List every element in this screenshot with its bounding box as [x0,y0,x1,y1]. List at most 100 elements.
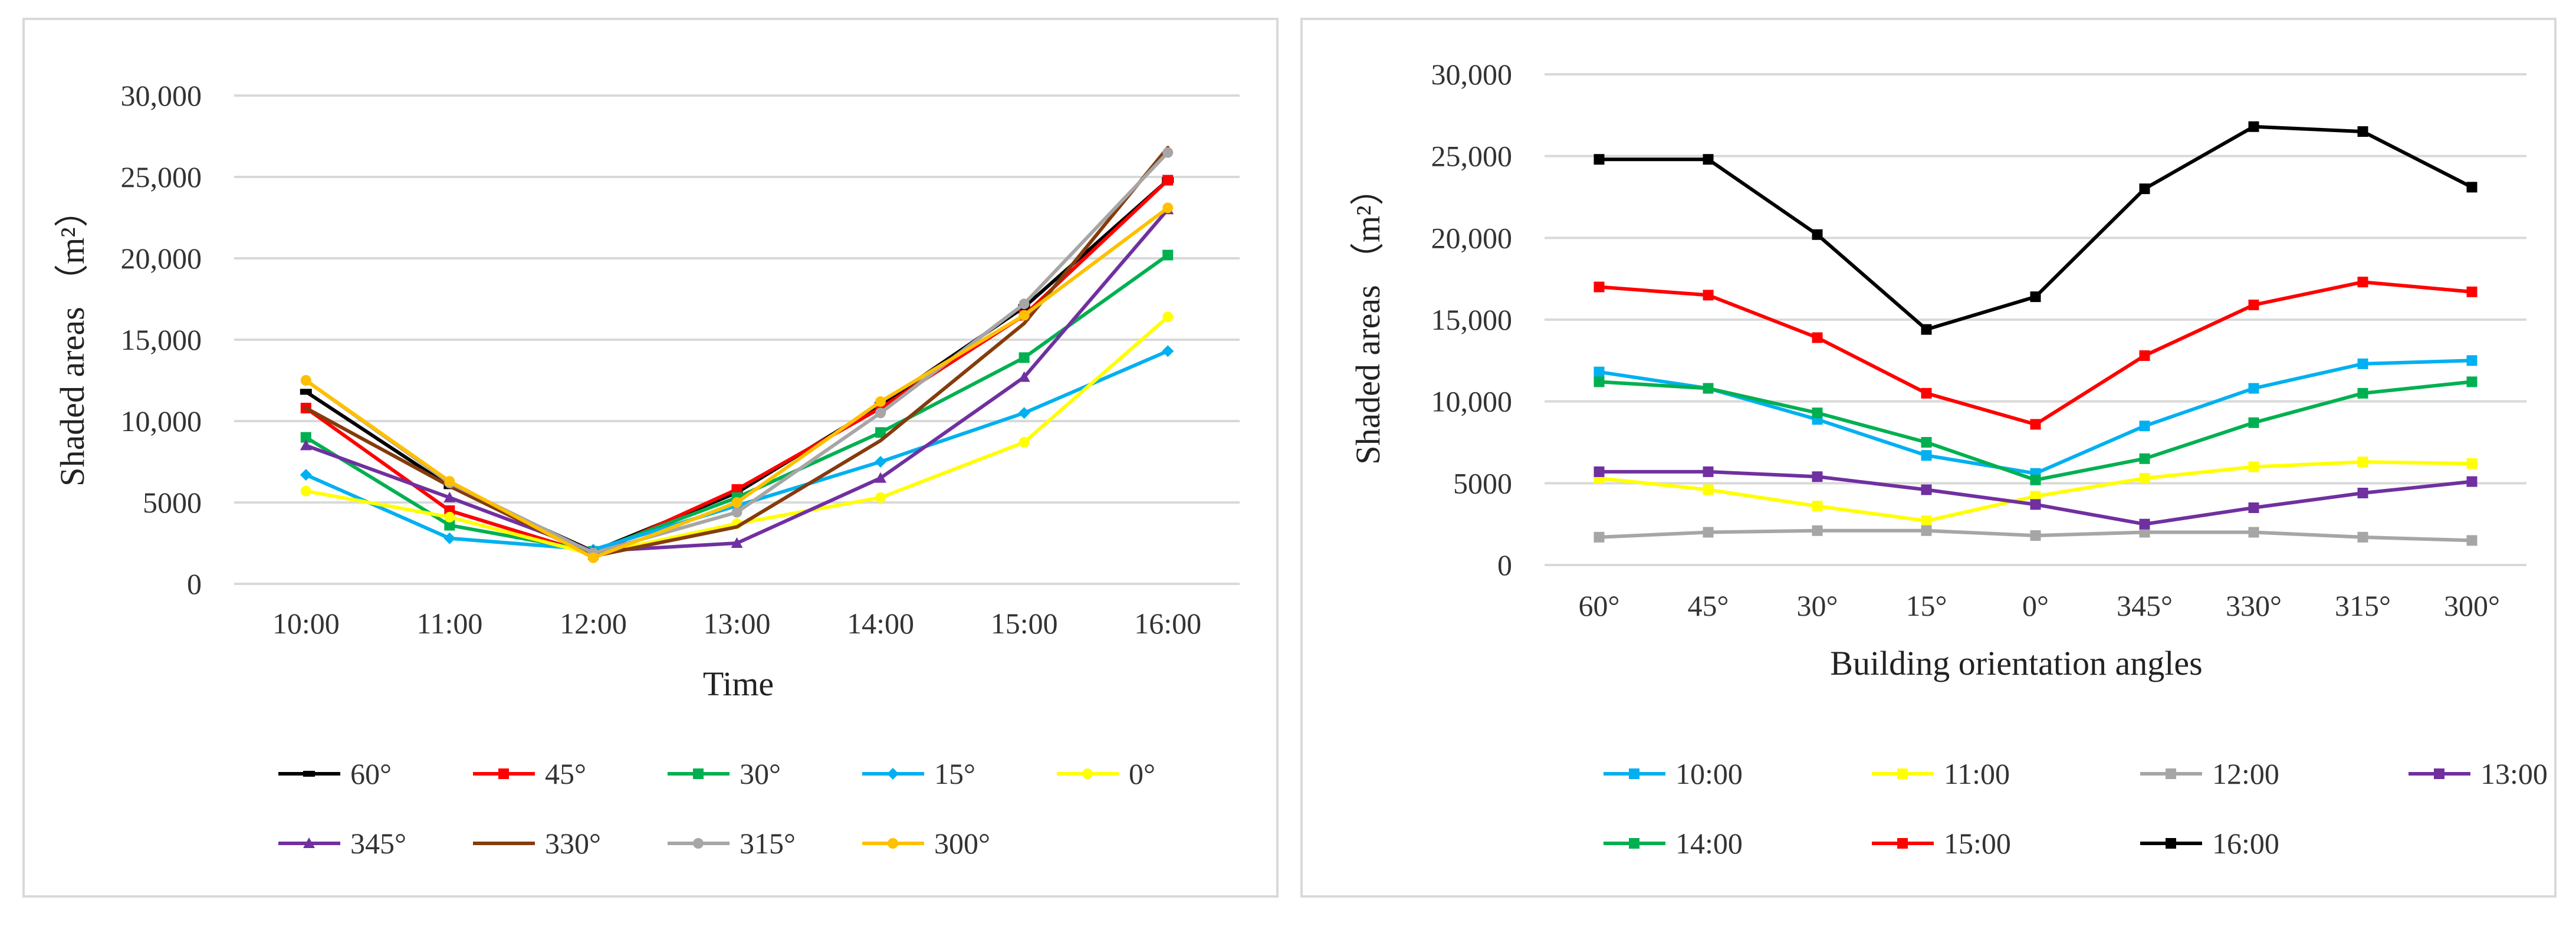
legend-label-60deg: 60° [350,757,392,790]
legend-label-330deg: 330° [545,827,601,860]
data-point-300deg-1 [444,476,455,487]
y-tick-label-1: 5000 [1453,466,1512,500]
x-tick-label-1000: 10:00 [272,607,340,640]
data-point-0deg-6 [1162,311,1174,323]
x-tick-label-345deg: 345° [2117,589,2173,622]
data-point-30deg-6 [1162,249,1174,261]
data-point-1200-6 [2248,527,2259,538]
data-point-15deg-4 [875,456,887,468]
data-point-15deg-1 [443,532,456,544]
data-point-1000-3 [1921,450,1932,461]
legend-marker-45deg [498,768,509,779]
data-point-1200-1 [1703,527,1714,538]
data-point-300deg-4 [875,396,886,407]
data-point-300deg-3 [731,497,742,508]
legend-label-15deg: 15° [934,757,975,790]
data-point-1600-0 [1593,154,1605,165]
legend-label-345deg: 345° [350,827,406,860]
legend-label-0deg: 0° [1129,757,1155,790]
y-tick-label-6: 30,000 [1431,58,1513,91]
data-point-30deg-1 [444,520,455,531]
x-tick-label-60deg: 60° [1579,589,1620,622]
data-point-1500-1 [1703,290,1714,301]
legend-label-300deg: 300° [934,827,990,860]
data-point-1300-6 [2248,502,2259,513]
data-point-30deg-4 [875,427,886,438]
data-point-300deg-2 [587,552,599,563]
series-line-1400 [1597,380,2474,482]
legend-label-1300: 13:00 [2480,757,2548,790]
data-point-1100-7 [2357,456,2368,468]
data-point-1600-5 [2139,183,2150,195]
legend-marker-300deg [888,838,898,849]
data-point-300deg-6 [1162,202,1174,213]
data-point-1400-8 [2466,376,2478,387]
legend-marker-315deg [693,838,704,849]
y-tick-label-5: 25,000 [1431,140,1513,173]
data-point-60deg-0 [300,389,312,395]
data-point-1000-7 [2357,358,2368,369]
data-point-1200-0 [1593,531,1605,543]
data-point-1100-4 [2030,491,2041,502]
data-point-315deg-3 [731,507,742,518]
data-point-315deg-4 [875,408,886,419]
legend-marker-30deg [693,768,704,779]
data-point-1600-3 [1921,324,1932,335]
data-point-1200-2 [1812,525,1823,536]
data-point-0deg-1 [444,511,455,523]
data-point-1300-4 [2030,499,2041,510]
series-line-1000 [1597,359,2474,475]
data-point-315deg-6 [1162,147,1174,158]
data-point-1100-8 [2466,458,2478,469]
data-point-1600-2 [1812,229,1823,240]
data-point-1300-1 [1703,466,1714,477]
y-tick-label-4: 20,000 [1431,221,1513,254]
data-point-1100-6 [2248,461,2259,472]
legend-marker-345deg [303,837,315,848]
data-point-1000-8 [2466,355,2478,366]
legend-marker-1400 [1629,838,1639,849]
x-tick-label-1300: 13:00 [704,607,771,640]
data-point-1200-4 [2030,530,2041,541]
data-point-1400-7 [2357,387,2368,399]
data-point-1400-0 [1593,376,1605,387]
y-tick-label-0: 0 [1497,548,1512,582]
data-point-0deg-4 [875,492,886,503]
data-point-300deg-5 [1018,310,1030,321]
data-point-1600-1 [1703,154,1714,165]
data-point-1400-5 [2139,453,2150,464]
legend-marker-1300 [2434,768,2444,779]
data-point-1300-3 [1921,484,1932,495]
y-tick-label-0: 0 [187,567,202,600]
legend-label-315deg: 315° [740,827,796,860]
y-axis-title: Shaded areas （m²） [1349,171,1387,464]
data-point-1400-6 [2248,417,2259,428]
x-tick-label-1400: 14:00 [847,607,914,640]
data-point-15deg-0 [300,469,312,481]
data-point-1500-3 [1921,387,1932,399]
data-point-1400-1 [1703,383,1714,394]
y-axis-title: Shaded areas （m²） [53,193,91,486]
data-point-1500-5 [2139,350,2150,362]
legend-label-1500: 15:00 [1944,827,2011,860]
data-point-345deg-5 [1018,371,1030,382]
y-tick-label-3: 15,000 [1431,303,1513,336]
data-point-345deg-4 [875,472,887,483]
data-point-1300-5 [2139,518,2150,530]
x-tick-label-1500: 15:00 [991,607,1058,640]
legend-label-1400: 14:00 [1675,827,1743,860]
x-tick-label-315deg: 315° [2335,589,2391,622]
y-tick-label-2: 10,000 [121,405,202,438]
y-tick-label-1: 5000 [143,486,202,519]
data-point-1400-2 [1812,408,1823,419]
data-point-1500-8 [2466,286,2478,297]
x-tick-label-30deg: 30° [1797,589,1838,622]
data-point-1300-0 [1593,466,1605,477]
data-point-345deg-0 [300,439,312,451]
data-point-1300-2 [1812,471,1823,482]
legend-label-1600: 16:00 [2212,827,2279,860]
legend-label-1200: 12:00 [2212,757,2279,790]
data-point-15deg-6 [1162,345,1174,357]
data-point-1200-7 [2357,531,2368,543]
data-point-1600-4 [2030,291,2041,303]
